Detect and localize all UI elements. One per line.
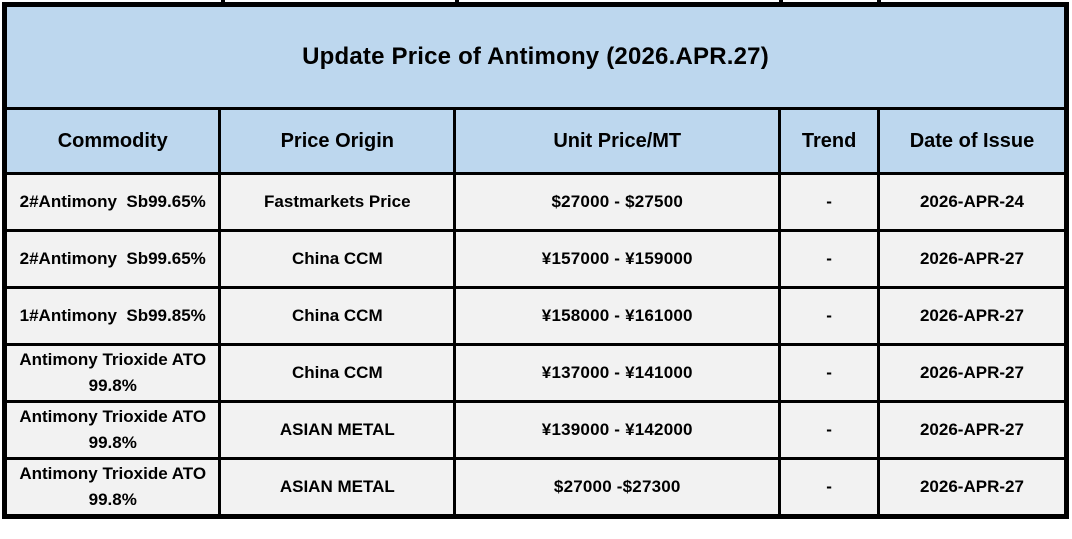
cell-trend: -	[778, 400, 880, 460]
cell-price: ¥158000 - ¥161000	[453, 286, 782, 346]
cell-origin: ASIAN METAL	[218, 457, 457, 518]
cell-price: ¥139000 - ¥142000	[453, 400, 782, 460]
cell-origin: Fastmarkets Price	[218, 172, 457, 232]
cell-trend: -	[778, 286, 880, 346]
cell-price: ¥157000 - ¥159000	[453, 229, 782, 289]
cell-trend: -	[778, 172, 880, 232]
cell-commodity: 2#Antimony Sb99.65%	[2, 229, 222, 289]
cell-price: $27000 - $27500	[453, 172, 782, 232]
cell-date: 2026-APR-27	[876, 343, 1069, 403]
col-header-date-of-issue: Date of Issue	[876, 107, 1069, 175]
cell-date: 2026-APR-24	[876, 172, 1069, 232]
cell-commodity: 2#Antimony Sb99.65%	[2, 172, 222, 232]
table-row: Antimony Trioxide ATO 99.8% China CCM ¥137…	[2, 343, 1069, 403]
cell-commodity: Antimony Trioxide ATO 99.8%	[2, 400, 222, 460]
cell-commodity: 1#Antimony Sb99.85%	[2, 286, 222, 346]
table-row: Antimony Trioxide ATO 99.8% ASIAN METAL $2…	[2, 457, 1069, 518]
table-body: 2#Antimony Sb99.65% Fastmarkets Price $270…	[2, 172, 1069, 518]
cell-trend: -	[778, 229, 880, 289]
gridline-tick	[877, 0, 881, 7]
col-header-trend: Trend	[778, 107, 880, 175]
column-header-row: Commodity Price Origin Unit Price/MT Tre…	[2, 107, 1069, 175]
cell-date: 2026-APR-27	[876, 400, 1069, 460]
page-title: Update Price of Antimony (2026.APR.27)	[3, 3, 1068, 110]
table-row: 2#Antimony Sb99.65% Fastmarkets Price $270…	[2, 172, 1069, 232]
col-header-commodity: Commodity	[2, 107, 222, 175]
table-row: 1#Antimony Sb99.85% China CCM ¥158000 - ¥1…	[2, 286, 1069, 346]
cell-date: 2026-APR-27	[876, 229, 1069, 289]
cell-trend: -	[778, 457, 880, 518]
cell-commodity: Antimony Trioxide ATO 99.8%	[2, 343, 222, 403]
cell-commodity: Antimony Trioxide ATO 99.8%	[2, 457, 222, 518]
cell-origin: China CCM	[218, 229, 457, 289]
col-header-unit-price: Unit Price/MT	[453, 107, 782, 175]
gridline-tick	[779, 0, 783, 7]
cell-date: 2026-APR-27	[876, 286, 1069, 346]
price-table: Update Price of Antimony (2026.APR.27) C…	[2, 2, 1069, 519]
cell-price: ¥137000 - ¥141000	[453, 343, 782, 403]
cell-date: 2026-APR-27	[876, 457, 1069, 518]
table-row: Antimony Trioxide ATO 99.8% ASIAN METAL ¥1…	[2, 400, 1069, 460]
col-header-price-origin: Price Origin	[218, 107, 457, 175]
title-row: Update Price of Antimony (2026.APR.27)	[3, 3, 1068, 110]
cell-trend: -	[778, 343, 880, 403]
cell-price: $27000 -$27300	[453, 457, 782, 518]
gridline-tick	[455, 0, 459, 7]
gridline-tick	[221, 0, 225, 7]
cell-origin: China CCM	[218, 343, 457, 403]
table-row: 2#Antimony Sb99.65% China CCM ¥157000 - ¥1…	[2, 229, 1069, 289]
cell-origin: China CCM	[218, 286, 457, 346]
cell-origin: ASIAN METAL	[218, 400, 457, 460]
